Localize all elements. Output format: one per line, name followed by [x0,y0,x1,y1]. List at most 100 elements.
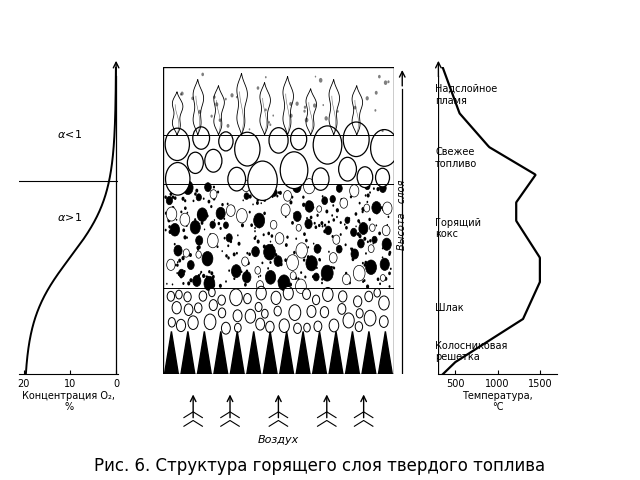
Circle shape [291,196,293,199]
Text: $\alpha\!>\!1$: $\alpha\!>\!1$ [58,211,83,223]
Circle shape [180,92,184,96]
Circle shape [197,248,199,251]
Circle shape [364,261,367,264]
Circle shape [213,96,216,99]
Circle shape [170,223,180,236]
Circle shape [278,279,280,283]
X-axis label: Концентрация O₂,
%: Концентрация O₂, % [22,391,115,412]
Circle shape [304,323,310,332]
Circle shape [379,283,381,285]
Circle shape [340,198,348,208]
Circle shape [322,225,323,228]
Circle shape [305,219,312,228]
Circle shape [233,310,242,322]
Circle shape [184,270,186,273]
Circle shape [333,266,335,269]
Circle shape [219,119,221,122]
Circle shape [248,194,252,199]
Circle shape [227,124,230,128]
Circle shape [313,273,319,281]
Circle shape [324,270,328,274]
Circle shape [362,210,364,213]
Circle shape [231,207,234,210]
Circle shape [264,192,266,196]
Circle shape [318,258,321,261]
Circle shape [303,254,306,258]
Circle shape [176,264,179,267]
Circle shape [303,232,306,236]
Circle shape [210,190,217,199]
Circle shape [174,245,182,256]
Circle shape [209,233,211,236]
Circle shape [164,229,166,231]
Circle shape [313,126,342,164]
Circle shape [256,286,266,300]
Circle shape [322,195,323,197]
Circle shape [369,224,375,231]
Circle shape [380,184,386,192]
Circle shape [294,276,297,280]
Circle shape [206,276,209,279]
Circle shape [360,270,363,274]
Circle shape [175,290,182,299]
Circle shape [364,204,370,212]
Circle shape [270,220,277,229]
Circle shape [330,195,335,203]
Polygon shape [280,331,294,374]
Circle shape [289,283,292,287]
Circle shape [230,240,232,243]
Circle shape [362,207,365,211]
Circle shape [319,247,321,250]
Circle shape [305,118,308,122]
Circle shape [257,199,259,202]
Circle shape [164,195,167,199]
Circle shape [305,201,314,212]
Circle shape [232,264,241,277]
Circle shape [343,122,369,156]
Circle shape [233,252,236,256]
Circle shape [201,221,204,225]
Circle shape [369,239,372,242]
Circle shape [243,272,251,283]
Text: Шлак: Шлак [435,303,464,313]
Circle shape [372,242,374,244]
Circle shape [228,168,246,191]
Circle shape [183,249,189,257]
Circle shape [235,132,260,166]
Circle shape [255,302,262,312]
Circle shape [275,253,277,257]
Circle shape [174,196,177,200]
Circle shape [374,288,380,297]
Circle shape [227,235,230,239]
Circle shape [330,252,337,263]
Circle shape [362,271,365,274]
Circle shape [256,318,265,330]
Circle shape [237,234,239,236]
Circle shape [388,216,389,218]
Circle shape [244,293,252,304]
Circle shape [365,260,376,275]
X-axis label: Температура,
°C: Температура, °C [462,391,533,412]
Circle shape [355,212,357,216]
Circle shape [178,272,181,276]
Circle shape [245,309,255,323]
Circle shape [176,219,177,221]
Circle shape [227,256,230,260]
Text: Надслойное
пламя: Надслойное пламя [435,84,497,106]
Circle shape [168,209,170,212]
Circle shape [367,193,370,198]
Circle shape [227,203,228,205]
Circle shape [269,261,271,264]
Circle shape [296,102,299,106]
Circle shape [312,295,319,305]
Circle shape [209,254,212,257]
Circle shape [365,182,370,190]
Circle shape [166,163,190,195]
Circle shape [321,265,333,281]
Circle shape [244,258,246,261]
Circle shape [285,216,287,218]
Text: Рис. 6. Структура горящего слоя твердого топлива: Рис. 6. Структура горящего слоя твердого… [95,457,545,475]
Circle shape [202,274,205,278]
Circle shape [307,305,316,317]
Circle shape [184,292,191,302]
